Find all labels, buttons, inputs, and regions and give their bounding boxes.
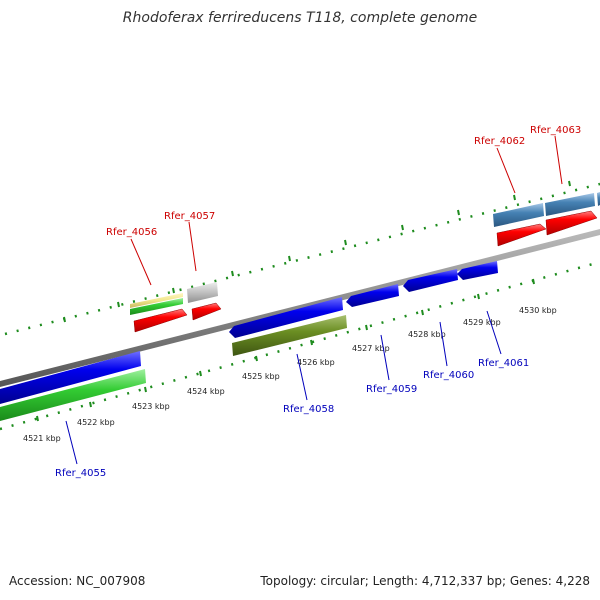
gene-feature[interactable] bbox=[0, 351, 141, 404]
genome-title: Rhodoferax ferrireducens T118, complete … bbox=[122, 10, 478, 26]
gene-label[interactable]: Rfer_4057 bbox=[164, 211, 215, 222]
gene-feature[interactable] bbox=[232, 315, 347, 356]
gene-feature[interactable] bbox=[496, 223, 547, 247]
coordinate-label: 4521 kbp bbox=[23, 434, 61, 443]
coordinate-label: 4523 kbp bbox=[132, 402, 170, 411]
gene-feature[interactable] bbox=[130, 298, 183, 315]
gene-label[interactable]: Rfer_4059 bbox=[366, 384, 417, 395]
coordinate-label: 4530 kbp bbox=[519, 306, 557, 315]
coordinate-label: 4528 kbp bbox=[408, 330, 446, 339]
coordinate-label: 4525 kbp bbox=[242, 372, 280, 381]
reverse-major-ticks bbox=[36, 278, 535, 422]
gene-feature[interactable] bbox=[229, 297, 343, 338]
coordinate-label: 4527 kbp bbox=[352, 344, 390, 353]
gene-label[interactable]: Rfer_4055 bbox=[55, 468, 106, 479]
dna-backbone bbox=[0, 229, 600, 387]
gene-feature[interactable] bbox=[187, 282, 218, 303]
forward-major-ticks bbox=[63, 180, 571, 323]
coordinate-label: 4524 kbp bbox=[187, 387, 225, 396]
gene-label[interactable]: Rfer_4063 bbox=[530, 125, 581, 136]
gene-feature[interactable] bbox=[545, 193, 595, 216]
gene-feature[interactable] bbox=[403, 269, 458, 292]
gene-feature[interactable] bbox=[493, 203, 544, 227]
forward-label-leaders bbox=[130, 135, 563, 286]
forward-features bbox=[130, 192, 600, 333]
gene-feature[interactable] bbox=[130, 293, 183, 308]
gene-feature[interactable] bbox=[597, 192, 600, 206]
coordinate-label: 4526 kbp bbox=[297, 358, 335, 367]
reverse-label-leaders bbox=[65, 310, 502, 465]
gene-feature[interactable] bbox=[191, 302, 222, 321]
coordinate-label: 4529 kbp bbox=[463, 318, 501, 327]
genome-summary-text: Topology: circular; Length: 4,712,337 bp… bbox=[260, 574, 590, 588]
gene-label[interactable]: Rfer_4061 bbox=[478, 358, 529, 369]
gene-feature[interactable] bbox=[545, 210, 598, 236]
gene-label[interactable]: Rfer_4056 bbox=[106, 227, 157, 238]
coordinate-label: 4522 kbp bbox=[77, 418, 115, 427]
gene-label[interactable]: Rfer_4058 bbox=[283, 404, 334, 415]
reverse-features bbox=[0, 261, 498, 421]
gene-feature[interactable] bbox=[0, 369, 146, 421]
gene-label[interactable]: Rfer_4060 bbox=[423, 370, 474, 381]
gene-feature[interactable] bbox=[133, 308, 188, 333]
gene-feature[interactable] bbox=[346, 284, 399, 307]
gene-feature[interactable] bbox=[457, 261, 498, 280]
gene-labels: Rfer_4056 Rfer_4057 Rfer_4062 Rfer_4063 … bbox=[55, 125, 581, 479]
gene-label[interactable]: Rfer_4062 bbox=[474, 136, 525, 147]
coordinate-labels: 4521 kbp 4522 kbp 4523 kbp 4524 kbp 4525… bbox=[23, 306, 557, 443]
accession-text: Accession: NC_007908 bbox=[9, 574, 146, 588]
